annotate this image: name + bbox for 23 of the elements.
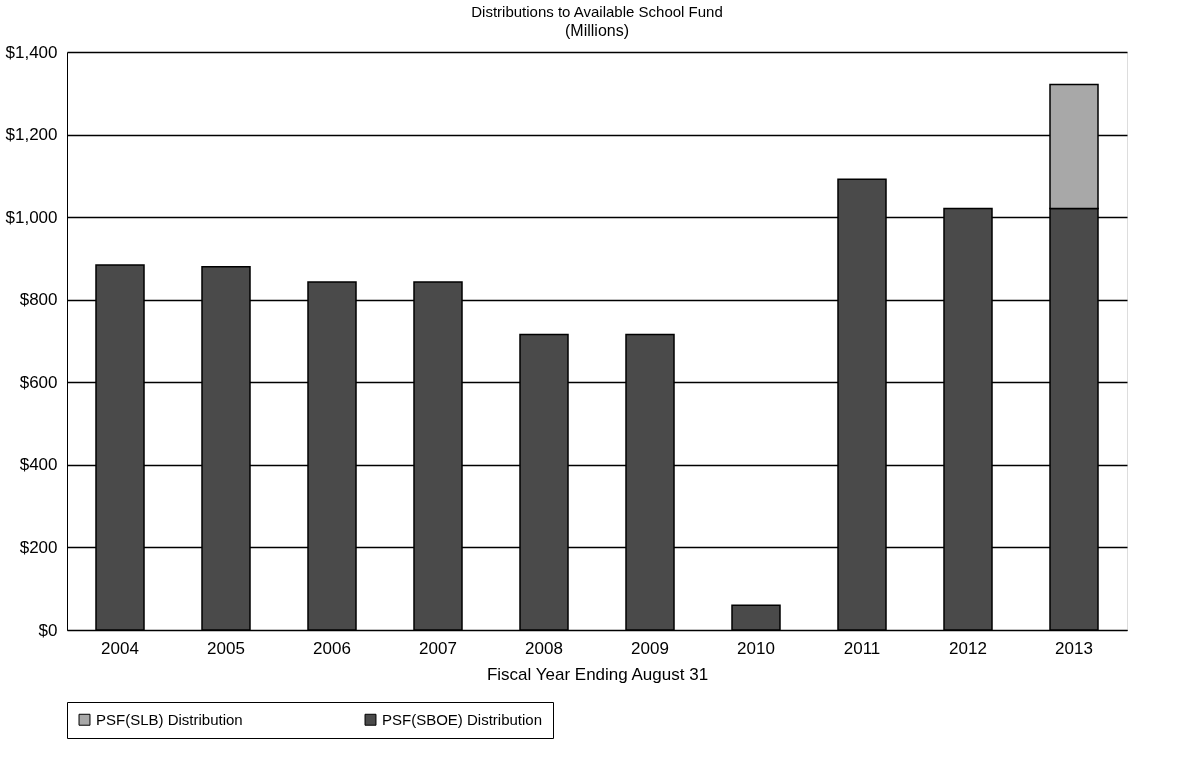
x-tick-label: 2010: [737, 638, 775, 658]
x-tick-label: 2004: [101, 638, 139, 658]
x-tick-label: 2009: [631, 638, 669, 658]
y-tick-label: $200: [19, 537, 58, 557]
legend-label: PSF(SLB) Distribution: [96, 710, 243, 728]
x-tick-label: 2013: [1055, 638, 1093, 658]
y-axis-title: (Millions): [565, 22, 629, 39]
x-tick-label: 2012: [949, 638, 987, 658]
x-axis-title: Fiscal Year Ending August 31: [486, 664, 709, 684]
x-tick-label: 2006: [313, 638, 351, 658]
y-tick-label: $1,000: [5, 207, 58, 227]
x-tick-label: 2008: [525, 638, 563, 658]
legend-label: PSF(SBOE) Distribution: [382, 710, 543, 728]
y-tick-label: $0: [38, 620, 58, 640]
y-tick-label: $1,200: [5, 125, 58, 145]
x-tick-label: 2005: [207, 638, 245, 658]
chart-title: Distributions to Available School Fund: [471, 3, 723, 20]
x-tick-label: 2007: [419, 638, 457, 658]
y-tick-label: $800: [19, 290, 58, 310]
y-tick-label: $1,400: [5, 42, 58, 62]
y-tick-label: $400: [19, 455, 58, 475]
y-tick-label: $600: [19, 372, 58, 392]
x-tick-label: 2011: [843, 638, 881, 658]
